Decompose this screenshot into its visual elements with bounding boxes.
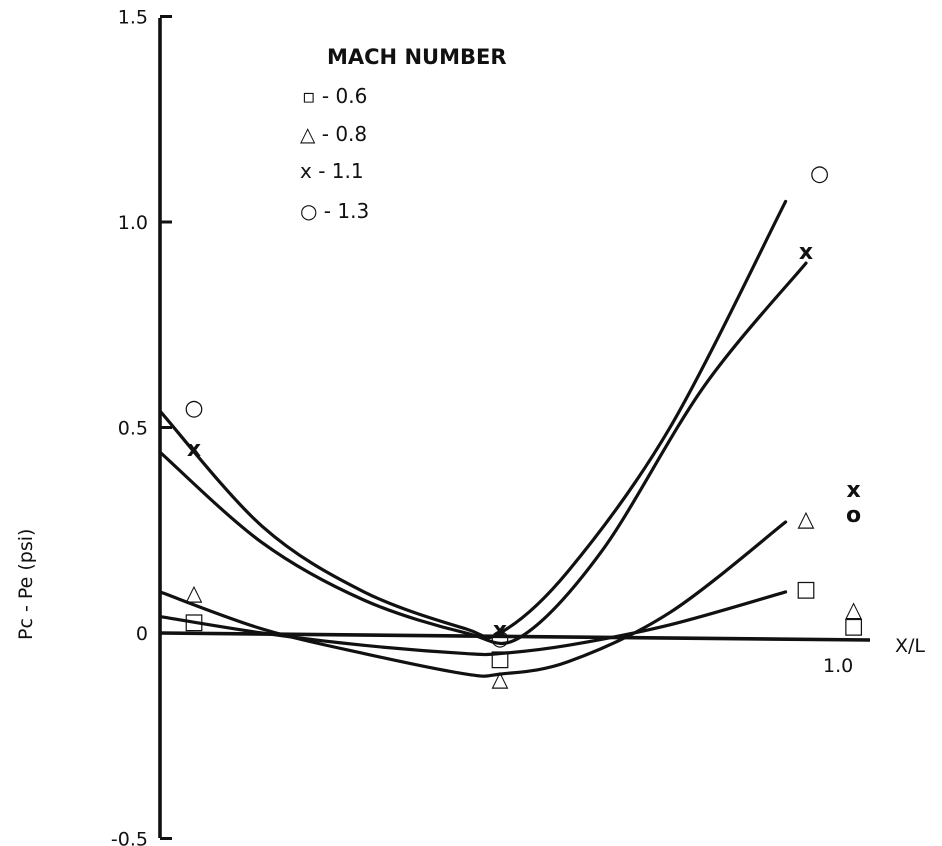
data-point-mach-1.1-1: x xyxy=(493,618,507,643)
x-tick-label-1: 1.0 xyxy=(823,655,853,677)
markers: □□□△△△xxx○○○xo△□ xyxy=(184,162,864,693)
data-point-mach-0.6-2: □ xyxy=(796,577,817,602)
data-point-mach-1.3-2: ○ xyxy=(810,162,829,187)
legend-item-0.8: △ - 0.8 xyxy=(300,122,367,146)
y-tick-label-3: 1.0 xyxy=(118,212,148,234)
legend-item-1.1: x - 1.1 xyxy=(300,159,364,183)
series-line-mach-1.3 xyxy=(158,199,788,640)
data-point-mach-0.8-1: △ xyxy=(492,667,509,692)
data-point-mach-1.1-2: x xyxy=(799,240,813,265)
y-tick-label-4: 1.5 xyxy=(118,7,148,29)
data-point-mach-0.6-0: □ xyxy=(184,610,205,635)
y-axis-title: Pc - Pe (psi) xyxy=(15,529,37,640)
off-curve-point-3: □ xyxy=(843,614,864,639)
data-point-mach-1.3-1: ○ xyxy=(490,626,509,651)
x-axis-title: X/L xyxy=(895,635,925,657)
data-point-mach-0.8-0: △ xyxy=(186,581,203,606)
y-tick-label-0: -0.5 xyxy=(111,829,148,846)
legend-title: MACH NUMBER xyxy=(327,45,507,69)
legend-item-0.6: ▫ - 0.6 xyxy=(302,84,367,108)
y-tick-label-1: 0 xyxy=(136,623,148,645)
curves xyxy=(158,199,808,678)
y-tick-label-2: 0.5 xyxy=(118,418,148,440)
data-point-mach-1.1-0: x xyxy=(187,437,201,462)
off-curve-point-1: o xyxy=(846,503,861,528)
legend-item-1.3: ○ - 1.3 xyxy=(300,199,369,223)
off-curve-point-2: △ xyxy=(845,597,862,622)
series-line-mach-0.8 xyxy=(158,520,788,678)
off-curve-point-0: x xyxy=(846,478,860,503)
axes xyxy=(158,18,871,838)
y-ticks: -0.5 0 0.5 1.0 1.5 xyxy=(111,7,172,846)
data-point-mach-0.6-1: □ xyxy=(490,647,511,672)
data-point-mach-1.3-0: ○ xyxy=(184,396,203,421)
series-line-mach-0.6 xyxy=(158,590,788,657)
series-line-mach-1.1 xyxy=(158,261,808,646)
legend: MACH NUMBER ▫ - 0.6 △ - 0.8 x - 1.1 ○ - … xyxy=(300,45,507,223)
data-point-mach-0.8-2: △ xyxy=(798,507,815,532)
